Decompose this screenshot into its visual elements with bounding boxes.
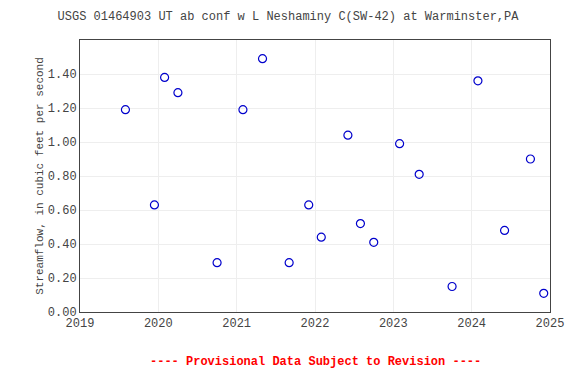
svg-text:2020: 2020	[144, 317, 173, 331]
svg-text:2021: 2021	[222, 317, 251, 331]
svg-text:Streamflow, in cubic feet per: Streamflow, in cubic feet per second	[34, 57, 46, 295]
svg-text:0.20: 0.20	[48, 272, 77, 286]
svg-text:2023: 2023	[379, 317, 408, 331]
svg-text:2019: 2019	[66, 317, 95, 331]
svg-text:2024: 2024	[457, 317, 486, 331]
svg-text:0.40: 0.40	[48, 238, 77, 252]
svg-text:1.00: 1.00	[48, 136, 77, 150]
svg-text:0.60: 0.60	[48, 204, 77, 218]
svg-text:---- Provisional Data Subject: ---- Provisional Data Subject to Revisio…	[150, 355, 481, 369]
svg-text:0.80: 0.80	[48, 170, 77, 184]
svg-text:2025: 2025	[536, 317, 565, 331]
svg-text:1.40: 1.40	[48, 68, 77, 82]
svg-text:USGS 01464903 UT ab conf w L N: USGS 01464903 UT ab conf w L Neshaminy C…	[58, 10, 520, 24]
svg-text:2022: 2022	[301, 317, 330, 331]
svg-text:0.00: 0.00	[48, 306, 77, 320]
svg-text:1.20: 1.20	[48, 102, 77, 116]
